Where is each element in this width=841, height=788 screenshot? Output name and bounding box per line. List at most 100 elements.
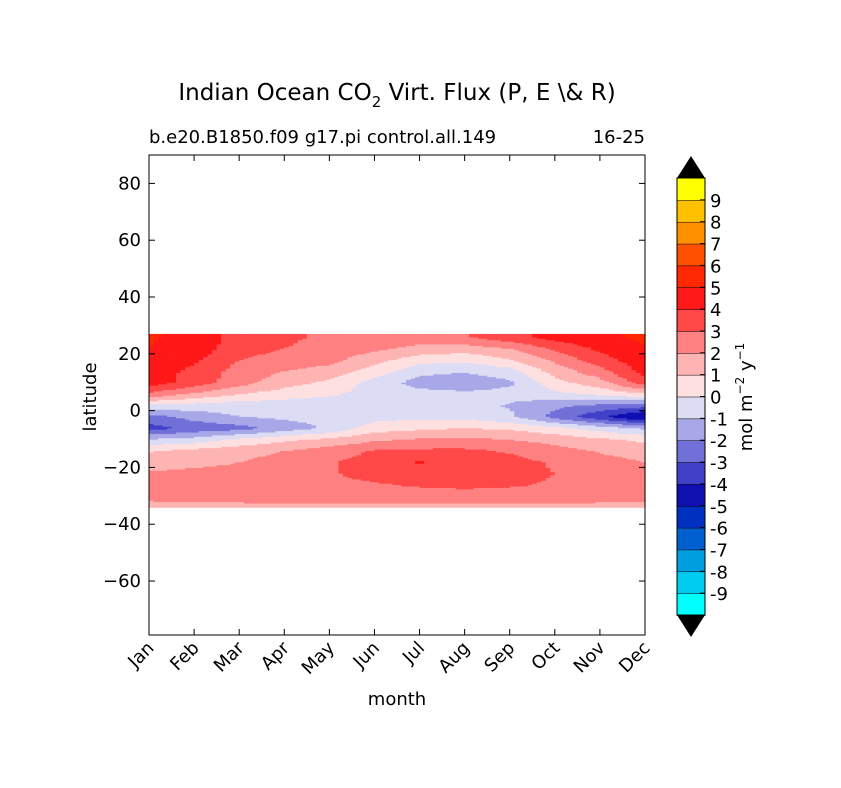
heatmap-cell <box>613 458 619 461</box>
heatmap-cell <box>194 501 200 504</box>
heatmap-cell <box>266 475 272 478</box>
heatmap-cell <box>433 454 439 457</box>
heatmap-cell <box>392 488 398 491</box>
heatmap-cell <box>369 470 376 473</box>
heatmap-cell <box>392 501 398 504</box>
heatmap-cell <box>324 450 330 453</box>
heatmap-cell <box>523 450 529 453</box>
heatmap-cell <box>608 485 615 488</box>
heatmap-cell <box>284 448 290 451</box>
heatmap-cell <box>149 454 155 457</box>
heatmap-cell <box>360 497 367 500</box>
heatmap-cell <box>599 447 606 450</box>
heatmap-cell <box>338 468 344 471</box>
heatmap-cell <box>590 461 596 464</box>
heatmap-cell <box>563 495 569 498</box>
heatmap-cell <box>572 457 578 460</box>
heatmap-cell <box>185 481 191 484</box>
heatmap-cell <box>284 491 290 494</box>
heatmap-cell <box>257 495 263 498</box>
heatmap-cell <box>554 485 560 488</box>
heatmap-cell <box>532 498 538 501</box>
heatmap-cell <box>397 471 403 474</box>
heatmap-cell <box>523 444 529 447</box>
heatmap-cell <box>451 454 457 457</box>
heatmap-cell <box>604 471 610 474</box>
heatmap-cell <box>252 471 258 474</box>
heatmap-cell <box>581 475 587 478</box>
heatmap-cell <box>577 500 583 503</box>
heatmap-cell <box>293 453 299 456</box>
heatmap-cell <box>194 502 200 505</box>
heatmap-cell <box>455 495 461 498</box>
heatmap-cell <box>180 468 186 471</box>
heatmap-cell <box>527 457 533 460</box>
heatmap-cell <box>424 447 430 450</box>
heatmap-cell <box>338 446 344 449</box>
heatmap-cell <box>518 470 524 473</box>
heatmap-cell <box>635 460 642 463</box>
heatmap-cell <box>374 454 380 457</box>
heatmap-cell <box>433 498 439 501</box>
heatmap-cell <box>225 495 231 498</box>
heatmap-cell <box>297 444 303 447</box>
heatmap-cell <box>406 447 412 450</box>
heatmap-cell <box>595 494 601 497</box>
heatmap-cell <box>189 448 195 451</box>
heatmap-cell <box>329 466 335 469</box>
heatmap-cell <box>279 466 285 469</box>
heatmap-cell <box>433 461 439 464</box>
heatmap-cell <box>180 495 186 498</box>
heatmap-cell <box>491 446 497 449</box>
heatmap-cell <box>446 451 452 454</box>
heatmap-cell <box>212 492 218 496</box>
heatmap-cell <box>536 470 542 473</box>
heatmap-cell <box>194 446 200 449</box>
heatmap-cell <box>604 461 610 464</box>
heatmap-cell <box>446 446 452 449</box>
heatmap-cell <box>243 481 249 484</box>
heatmap-cell <box>446 468 452 471</box>
heatmap-cell <box>424 443 430 446</box>
heatmap-cell <box>365 444 371 447</box>
heatmap-cell <box>473 457 479 460</box>
heatmap-cell <box>387 446 394 449</box>
heatmap-cell <box>248 446 254 449</box>
heatmap-cell <box>270 490 276 493</box>
heatmap-cell <box>243 441 249 444</box>
heatmap-cell <box>554 454 560 457</box>
heatmap-cell <box>351 456 358 459</box>
heatmap-cell <box>378 488 385 491</box>
heatmap-cell <box>415 502 421 505</box>
heatmap-cell <box>419 471 425 474</box>
heatmap-cell <box>563 502 569 505</box>
heatmap-cell <box>442 467 448 470</box>
heatmap-cell <box>212 483 218 486</box>
heatmap-cell <box>464 504 470 507</box>
heatmap-cell <box>572 484 578 487</box>
heatmap-cell <box>203 454 209 457</box>
heatmap-cell <box>365 463 371 466</box>
heatmap-cell <box>473 466 479 469</box>
heatmap-cell <box>595 467 601 470</box>
heatmap-cell <box>640 464 646 467</box>
heatmap-cell <box>171 504 177 507</box>
heatmap-cell <box>491 460 497 463</box>
heatmap-cell <box>180 484 186 487</box>
heatmap-cell <box>297 441 303 444</box>
heatmap-cell <box>306 495 312 498</box>
heatmap-cell <box>460 447 466 450</box>
heatmap-cell <box>451 456 457 459</box>
heatmap-cell <box>306 461 312 464</box>
heatmap-cell <box>207 457 213 460</box>
heatmap-cell <box>167 484 173 487</box>
heatmap-cell <box>297 468 303 471</box>
heatmap-cell <box>446 501 452 504</box>
heatmap-cell <box>378 492 385 496</box>
heatmap-cell <box>288 483 294 486</box>
heatmap-cell <box>203 443 209 446</box>
heatmap-cell <box>243 454 249 457</box>
heatmap-cell <box>176 450 182 453</box>
heatmap-cell <box>270 444 276 447</box>
heatmap-cell <box>252 447 258 450</box>
